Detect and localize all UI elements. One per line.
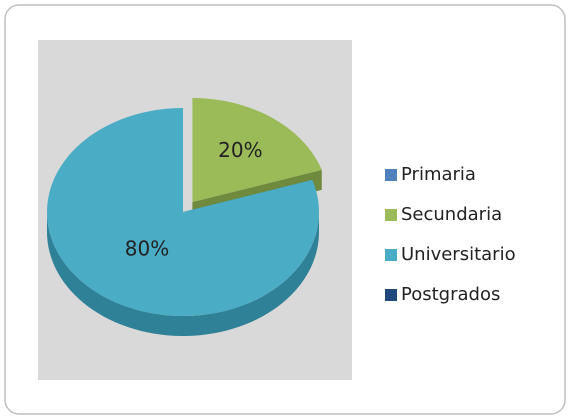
legend-swatch	[385, 169, 397, 181]
legend-swatch	[385, 249, 397, 261]
slice-side	[47, 212, 319, 336]
legend-swatch	[385, 209, 397, 221]
data-label: 20%	[218, 138, 262, 162]
legend-label: Universitario	[401, 244, 516, 265]
legend-label: Primaria	[401, 164, 476, 185]
legend-box	[372, 130, 552, 312]
slice	[192, 98, 322, 203]
legend-swatch	[385, 289, 397, 301]
legend-label: Secundaria	[401, 204, 502, 225]
legend-label: Postgrados	[401, 284, 500, 305]
slice	[47, 108, 319, 316]
data-label: 80%	[125, 236, 169, 260]
